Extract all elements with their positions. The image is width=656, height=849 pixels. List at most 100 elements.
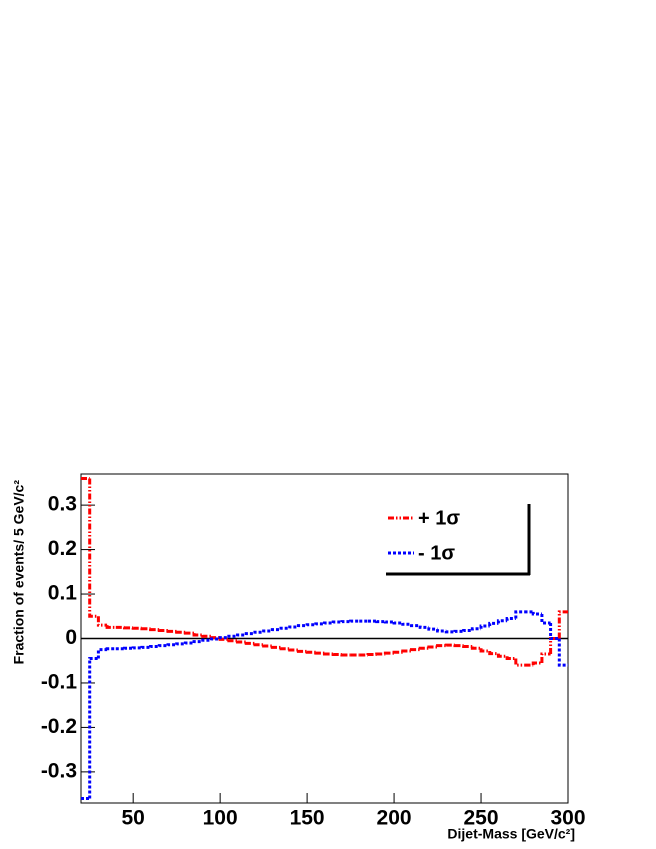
histogram-step <box>166 643 177 647</box>
histogram-step <box>496 619 508 624</box>
histogram-step <box>288 648 299 652</box>
histogram-step <box>157 628 168 632</box>
histogram-step <box>323 621 334 625</box>
histogram-step <box>192 633 203 637</box>
histogram-step <box>175 630 186 634</box>
histogram-step <box>270 645 282 649</box>
histogram-step <box>488 621 499 627</box>
histogram-step <box>253 643 264 647</box>
histogram-step <box>436 629 447 633</box>
histogram-step <box>418 625 429 629</box>
histogram-step <box>470 627 482 631</box>
histogram-step <box>209 637 221 641</box>
histogram-step <box>392 621 403 625</box>
histogram-step <box>418 646 429 650</box>
histogram-step <box>462 645 473 649</box>
histogram-step <box>227 639 238 643</box>
histogram-step <box>531 611 542 616</box>
histogram-step <box>383 651 395 655</box>
histogram-step <box>88 478 99 618</box>
histogram-step <box>305 650 316 654</box>
histogram-step <box>505 616 516 621</box>
y-tick-label: 0.3 <box>48 493 77 516</box>
x-tick-label: 200 <box>377 807 412 830</box>
histogram-step <box>96 616 108 627</box>
histogram-step <box>409 648 421 652</box>
histogram-step <box>479 624 490 629</box>
histogram-step <box>279 647 290 651</box>
histogram-step <box>88 657 99 799</box>
histogram-step <box>401 649 412 653</box>
histogram-step <box>392 650 403 654</box>
y-tick-label: 0.2 <box>48 537 77 560</box>
histogram-step <box>314 651 325 655</box>
histogram-step <box>253 630 264 634</box>
legend-label: - 1σ <box>418 542 455 564</box>
histogram-step <box>549 622 560 640</box>
histogram-step <box>149 645 160 649</box>
histogram-step <box>540 652 551 663</box>
histogram-step <box>462 628 473 632</box>
y-tick-label: -0.1 <box>41 671 78 694</box>
histogram-step <box>514 610 525 619</box>
histogram-step <box>262 644 273 648</box>
histogram-step <box>314 622 325 626</box>
histogram-step <box>96 648 108 659</box>
histogram-step <box>175 642 186 646</box>
x-axis-label: Dijet-Mass [GeV/c²] <box>447 826 575 842</box>
histogram-step <box>305 623 316 627</box>
histogram-step <box>244 632 255 636</box>
y-tick-label: -0.2 <box>41 715 77 738</box>
y-tick-label: -0.3 <box>41 759 77 782</box>
x-tick-label: 250 <box>464 807 499 830</box>
x-tick-label: 100 <box>203 807 238 830</box>
histogram-step <box>488 650 499 656</box>
histogram-step <box>192 640 203 644</box>
y-axis-label: Fraction of events/ 5 GeV/c² <box>11 480 27 665</box>
histogram-step <box>183 641 195 645</box>
histogram-step <box>270 628 282 632</box>
histogram-step <box>288 625 299 629</box>
histogram-step <box>540 614 551 625</box>
histogram-step <box>331 620 342 624</box>
histogram-step <box>201 638 212 642</box>
histogram-step <box>105 625 116 629</box>
histogram-step <box>401 622 412 626</box>
histogram-step <box>427 627 438 631</box>
x-tick-label: 300 <box>550 807 585 830</box>
histogram-step <box>436 644 447 648</box>
histogram-step <box>296 649 308 653</box>
x-tick-label: 150 <box>290 807 325 830</box>
histogram-step <box>496 653 508 658</box>
legend-label: + 1σ <box>418 507 460 529</box>
histogram-step <box>236 640 247 644</box>
histogram-step <box>409 624 421 628</box>
histogram-step <box>479 648 490 653</box>
histogram-step <box>105 647 116 651</box>
histogram-step <box>470 646 482 650</box>
histogram-step <box>323 652 334 656</box>
y-tick-label: 0.1 <box>48 582 78 605</box>
histogram-step <box>557 638 568 667</box>
histogram-step <box>236 633 247 637</box>
histogram-step <box>183 631 195 635</box>
histogram-step <box>531 661 542 666</box>
y-tick-label: 0 <box>65 626 77 649</box>
histogram-step <box>218 636 229 640</box>
x-tick-label: 50 <box>121 807 144 830</box>
histogram-step <box>557 610 568 639</box>
histogram-step <box>514 658 525 667</box>
histogram-step <box>166 629 177 633</box>
histogram-step <box>427 645 438 649</box>
histogram-step <box>244 641 255 645</box>
histogram-step <box>227 634 238 638</box>
histogram-step <box>149 628 160 632</box>
histogram-step <box>262 629 273 633</box>
histogram-step <box>505 656 516 661</box>
histogram-step <box>279 626 290 630</box>
histogram-step <box>157 644 168 648</box>
histogram-step <box>444 630 455 634</box>
histogram-step <box>201 634 212 638</box>
histogram-step <box>296 624 308 628</box>
